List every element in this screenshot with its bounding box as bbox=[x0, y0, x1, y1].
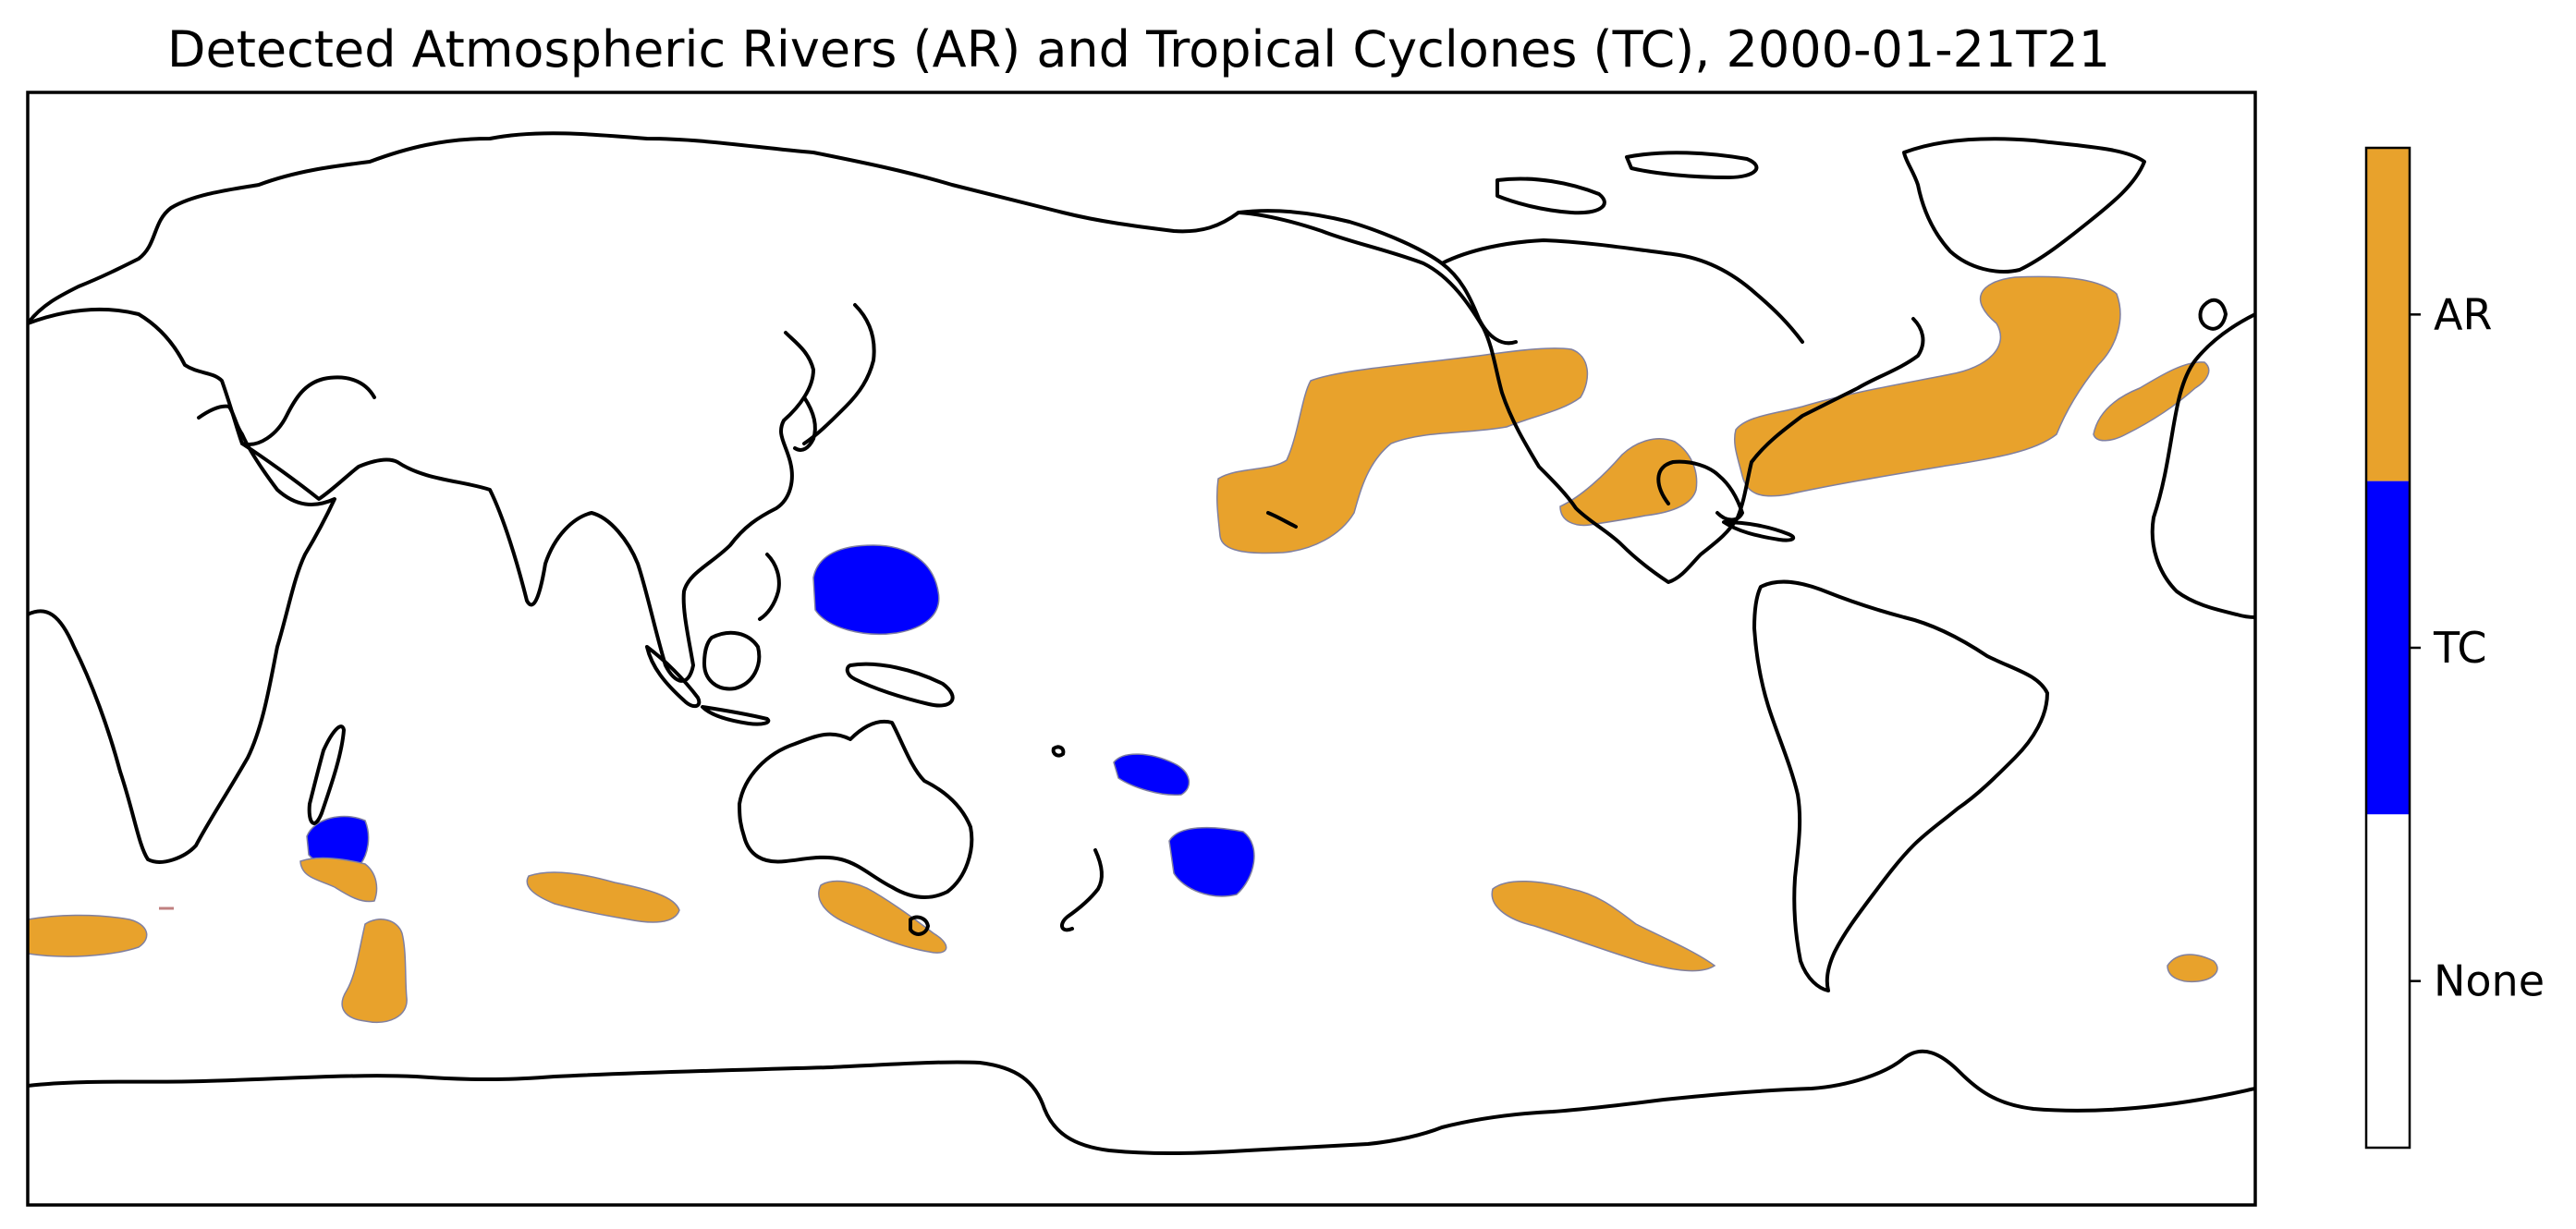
coast-eurasia-north bbox=[28, 131, 1518, 346]
coast-fiji bbox=[1051, 745, 1066, 758]
colorbar-label-none: None bbox=[2434, 956, 2545, 1006]
map-title: Detected Atmospheric Rivers (AR) and Tro… bbox=[167, 20, 2110, 79]
ar-north-pacific bbox=[1216, 347, 1589, 554]
colorbar-ticks: AR TC None bbox=[2410, 289, 2545, 1006]
coast-cuba bbox=[1722, 520, 1796, 542]
colorbar: AR TC None bbox=[2364, 146, 2545, 1150]
coast-arctic-islands-2 bbox=[1625, 151, 1759, 179]
colorbar-label-tc: TC bbox=[2433, 623, 2487, 673]
coastlines bbox=[28, 131, 2255, 1156]
ar-south-indian-west bbox=[28, 914, 148, 957]
coast-new-zealand bbox=[1060, 848, 1104, 932]
ar-east-atlantic bbox=[2093, 361, 2210, 442]
tc-south-pacific-south bbox=[1168, 826, 1255, 897]
ar-south-indian-south bbox=[341, 919, 408, 1023]
coast-sumatra bbox=[645, 645, 702, 709]
coast-new-guinea bbox=[845, 662, 955, 708]
coast-north-america bbox=[1237, 211, 1925, 584]
map-panel bbox=[26, 91, 2257, 1207]
colorbar-segment-none bbox=[2366, 814, 2410, 1148]
coast-korea bbox=[793, 395, 817, 452]
coast-australia bbox=[738, 720, 974, 899]
detection-layer bbox=[28, 275, 2218, 1023]
coast-antarctica bbox=[28, 1049, 2255, 1156]
ar-north-atlantic bbox=[1733, 275, 2121, 497]
coast-madagascar bbox=[307, 724, 346, 825]
coast-south-america bbox=[1752, 579, 2049, 992]
coast-eurasia-south bbox=[28, 307, 815, 683]
coast-arctic-islands bbox=[1496, 176, 1606, 215]
coast-british-isles bbox=[2198, 298, 2228, 331]
coast-europe-east-edge bbox=[2150, 312, 2255, 619]
coast-hawaii bbox=[1266, 511, 1298, 529]
colorbar-segments bbox=[2366, 148, 2410, 1148]
map-frame bbox=[26, 91, 2257, 1207]
ar-south-atlantic bbox=[2167, 954, 2218, 983]
coast-tasmania bbox=[909, 915, 930, 936]
coast-north-america-arctic bbox=[1440, 238, 1804, 344]
coast-philippines bbox=[758, 553, 781, 621]
colorbar-label-ar: AR bbox=[2434, 289, 2492, 339]
ar-south-pacific bbox=[1491, 881, 1716, 972]
coast-gulf-mexico bbox=[1656, 459, 1744, 522]
coast-arabia bbox=[240, 375, 376, 446]
ar-gulf-mexico bbox=[1559, 438, 1698, 527]
colorbar-segment-tc bbox=[2366, 481, 2410, 815]
map-background bbox=[28, 92, 2255, 1205]
coast-japan bbox=[802, 303, 876, 445]
ar-south-indian-central bbox=[526, 871, 680, 923]
coast-java bbox=[701, 705, 771, 726]
coast-borneo bbox=[702, 630, 762, 691]
coast-greenland bbox=[1902, 137, 2146, 274]
colorbar-segment-ar bbox=[2366, 148, 2410, 481]
tc-south-pacific-north bbox=[1113, 753, 1190, 796]
ar-south-indian-madagascar bbox=[299, 857, 378, 903]
tc-west-pacific bbox=[812, 544, 940, 636]
